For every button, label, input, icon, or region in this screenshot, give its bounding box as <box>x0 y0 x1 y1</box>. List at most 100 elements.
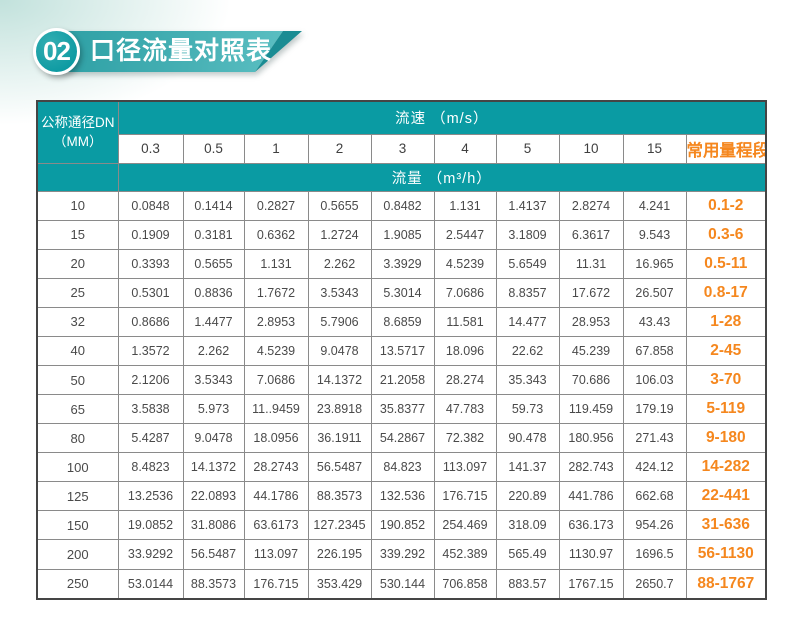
flow-value: 106.03 <box>622 364 687 396</box>
flow-value: 8.6859 <box>370 306 435 337</box>
velocity-column-header: 15 <box>622 133 687 164</box>
table-row: 40 1.3572 2.262 4.5239 9.0478 13.5717 18.096 22… <box>36 335 767 366</box>
dn-value: 20 <box>36 248 119 279</box>
dn-value: 25 <box>36 277 119 308</box>
flow-value: 0.5655 <box>307 190 372 221</box>
table-row: 25 0.5301 0.8836 1.7672 3.5343 5.3014 7.0686 8.… <box>36 277 767 308</box>
velocity-group-header: 流速 （m/s） <box>117 100 767 135</box>
flow-value: 63.6173 <box>243 510 309 541</box>
flow-value: 19.0852 <box>117 510 184 541</box>
flow-value: 0.1909 <box>117 219 184 250</box>
corner-header-cell: 公称通径DN （MM） <box>36 100 119 164</box>
flow-value: 7.0686 <box>243 364 309 396</box>
flow-value: 3.1809 <box>495 219 560 250</box>
flow-value: 176.715 <box>243 568 309 600</box>
range-value: 0.3-6 <box>685 219 767 250</box>
flow-value: 35.343 <box>495 364 560 396</box>
flow-value: 271.43 <box>622 423 687 454</box>
flow-value: 56.5487 <box>182 539 245 570</box>
range-value: 22-441 <box>685 481 767 512</box>
flow-value: 119.459 <box>558 394 624 425</box>
flow-value: 226.195 <box>307 539 372 570</box>
flow-value: 132.536 <box>370 481 435 512</box>
velocity-column-header: 5 <box>495 133 560 164</box>
flow-value: 113.097 <box>243 539 309 570</box>
flow-value: 4.5239 <box>433 248 497 279</box>
table-row: 32 0.8686 1.4477 2.8953 5.7906 8.6859 11.581 14… <box>36 306 767 337</box>
range-value: 1-28 <box>685 306 767 337</box>
flow-value: 35.8377 <box>370 394 435 425</box>
velocity-column-header: 3 <box>370 133 435 164</box>
flow-value: 0.5301 <box>117 277 184 308</box>
flow-value: 9.0478 <box>307 335 372 366</box>
flow-value: 8.4823 <box>117 452 184 483</box>
flow-value: 1.3572 <box>117 335 184 366</box>
flow-value: 11.581 <box>433 306 497 337</box>
range-value: 0.1-2 <box>685 190 767 221</box>
flow-value: 11..9459 <box>243 394 309 425</box>
flow-value: 441.786 <box>558 481 624 512</box>
velocity-column-header: 1 <box>243 133 309 164</box>
flow-value: 0.8686 <box>117 306 184 337</box>
flow-value: 43.43 <box>622 306 687 337</box>
flow-value: 13.5717 <box>370 335 435 366</box>
dn-value: 15 <box>36 219 119 250</box>
flow-value: 17.672 <box>558 277 624 308</box>
flow-value: 424.12 <box>622 452 687 483</box>
flow-value: 3.3929 <box>370 248 435 279</box>
flow-value: 23.8918 <box>307 394 372 425</box>
flow-value: 13.2536 <box>117 481 184 512</box>
flow-value: 2.8274 <box>558 190 624 221</box>
section-banner-body <box>48 31 283 72</box>
flow-value: 28.2743 <box>243 452 309 483</box>
flow-value: 190.852 <box>370 510 435 541</box>
flow-value: 11.31 <box>558 248 624 279</box>
dn-value: 250 <box>36 568 119 600</box>
velocity-column-header: 0.3 <box>117 133 184 164</box>
flow-value: 0.3393 <box>117 248 184 279</box>
table-row: 100 8.4823 14.1372 28.2743 56.5487 84.823 113.… <box>36 452 767 483</box>
velocity-group-row: 公称通径DN （MM） 流速 （m/s） <box>36 100 767 164</box>
dn-value: 40 <box>36 335 119 366</box>
flow-value: 2.1206 <box>117 364 184 396</box>
table-row: 250 53.0144 88.3573 176.715 353.429 530.144 70… <box>36 568 767 600</box>
flow-value: 1130.97 <box>558 539 624 570</box>
flow-value: 3.5343 <box>307 277 372 308</box>
dn-value: 32 <box>36 306 119 337</box>
flow-value: 1767.15 <box>558 568 624 600</box>
flow-value: 16.965 <box>622 248 687 279</box>
flow-value: 18.0956 <box>243 423 309 454</box>
flow-value: 565.49 <box>495 539 560 570</box>
flow-value: 220.89 <box>495 481 560 512</box>
range-column-header: 常用量程段 <box>685 133 767 164</box>
flow-value: 70.686 <box>558 364 624 396</box>
flow-value: 5.3014 <box>370 277 435 308</box>
dn-value: 10 <box>36 190 119 221</box>
range-value: 0.5-11 <box>685 248 767 279</box>
corner-header-line1: 公称通径DN <box>41 114 115 130</box>
range-value: 56-1130 <box>685 539 767 570</box>
table-row: 20 0.3393 0.5655 1.131 2.262 3.3929 4.5239 5.65… <box>36 248 767 279</box>
flow-value: 18.096 <box>433 335 497 366</box>
flow-value: 3.5343 <box>182 364 245 396</box>
range-value: 31-636 <box>685 510 767 541</box>
table-row: 125 13.2536 22.0893 44.1786 88.3573 132.536 17… <box>36 481 767 512</box>
flow-value: 59.73 <box>495 394 560 425</box>
table-row: 15 0.1909 0.3181 0.6362 1.2724 1.9085 2.5447 3.… <box>36 219 767 250</box>
dn-value: 65 <box>36 394 119 425</box>
flow-value: 28.274 <box>433 364 497 396</box>
flow-value: 0.6362 <box>243 219 309 250</box>
flow-value: 45.239 <box>558 335 624 366</box>
flow-value: 36.1911 <box>307 423 372 454</box>
flow-value: 14.1372 <box>182 452 245 483</box>
flow-value: 0.5655 <box>182 248 245 279</box>
flow-value: 5.4287 <box>117 423 184 454</box>
flow-value: 0.0848 <box>117 190 184 221</box>
flow-value: 8.8357 <box>495 277 560 308</box>
flow-value: 0.1414 <box>182 190 245 221</box>
flow-value: 282.743 <box>558 452 624 483</box>
flow-value: 339.292 <box>370 539 435 570</box>
flow-value: 67.858 <box>622 335 687 366</box>
flow-value: 353.429 <box>307 568 372 600</box>
flow-value: 530.144 <box>370 568 435 600</box>
